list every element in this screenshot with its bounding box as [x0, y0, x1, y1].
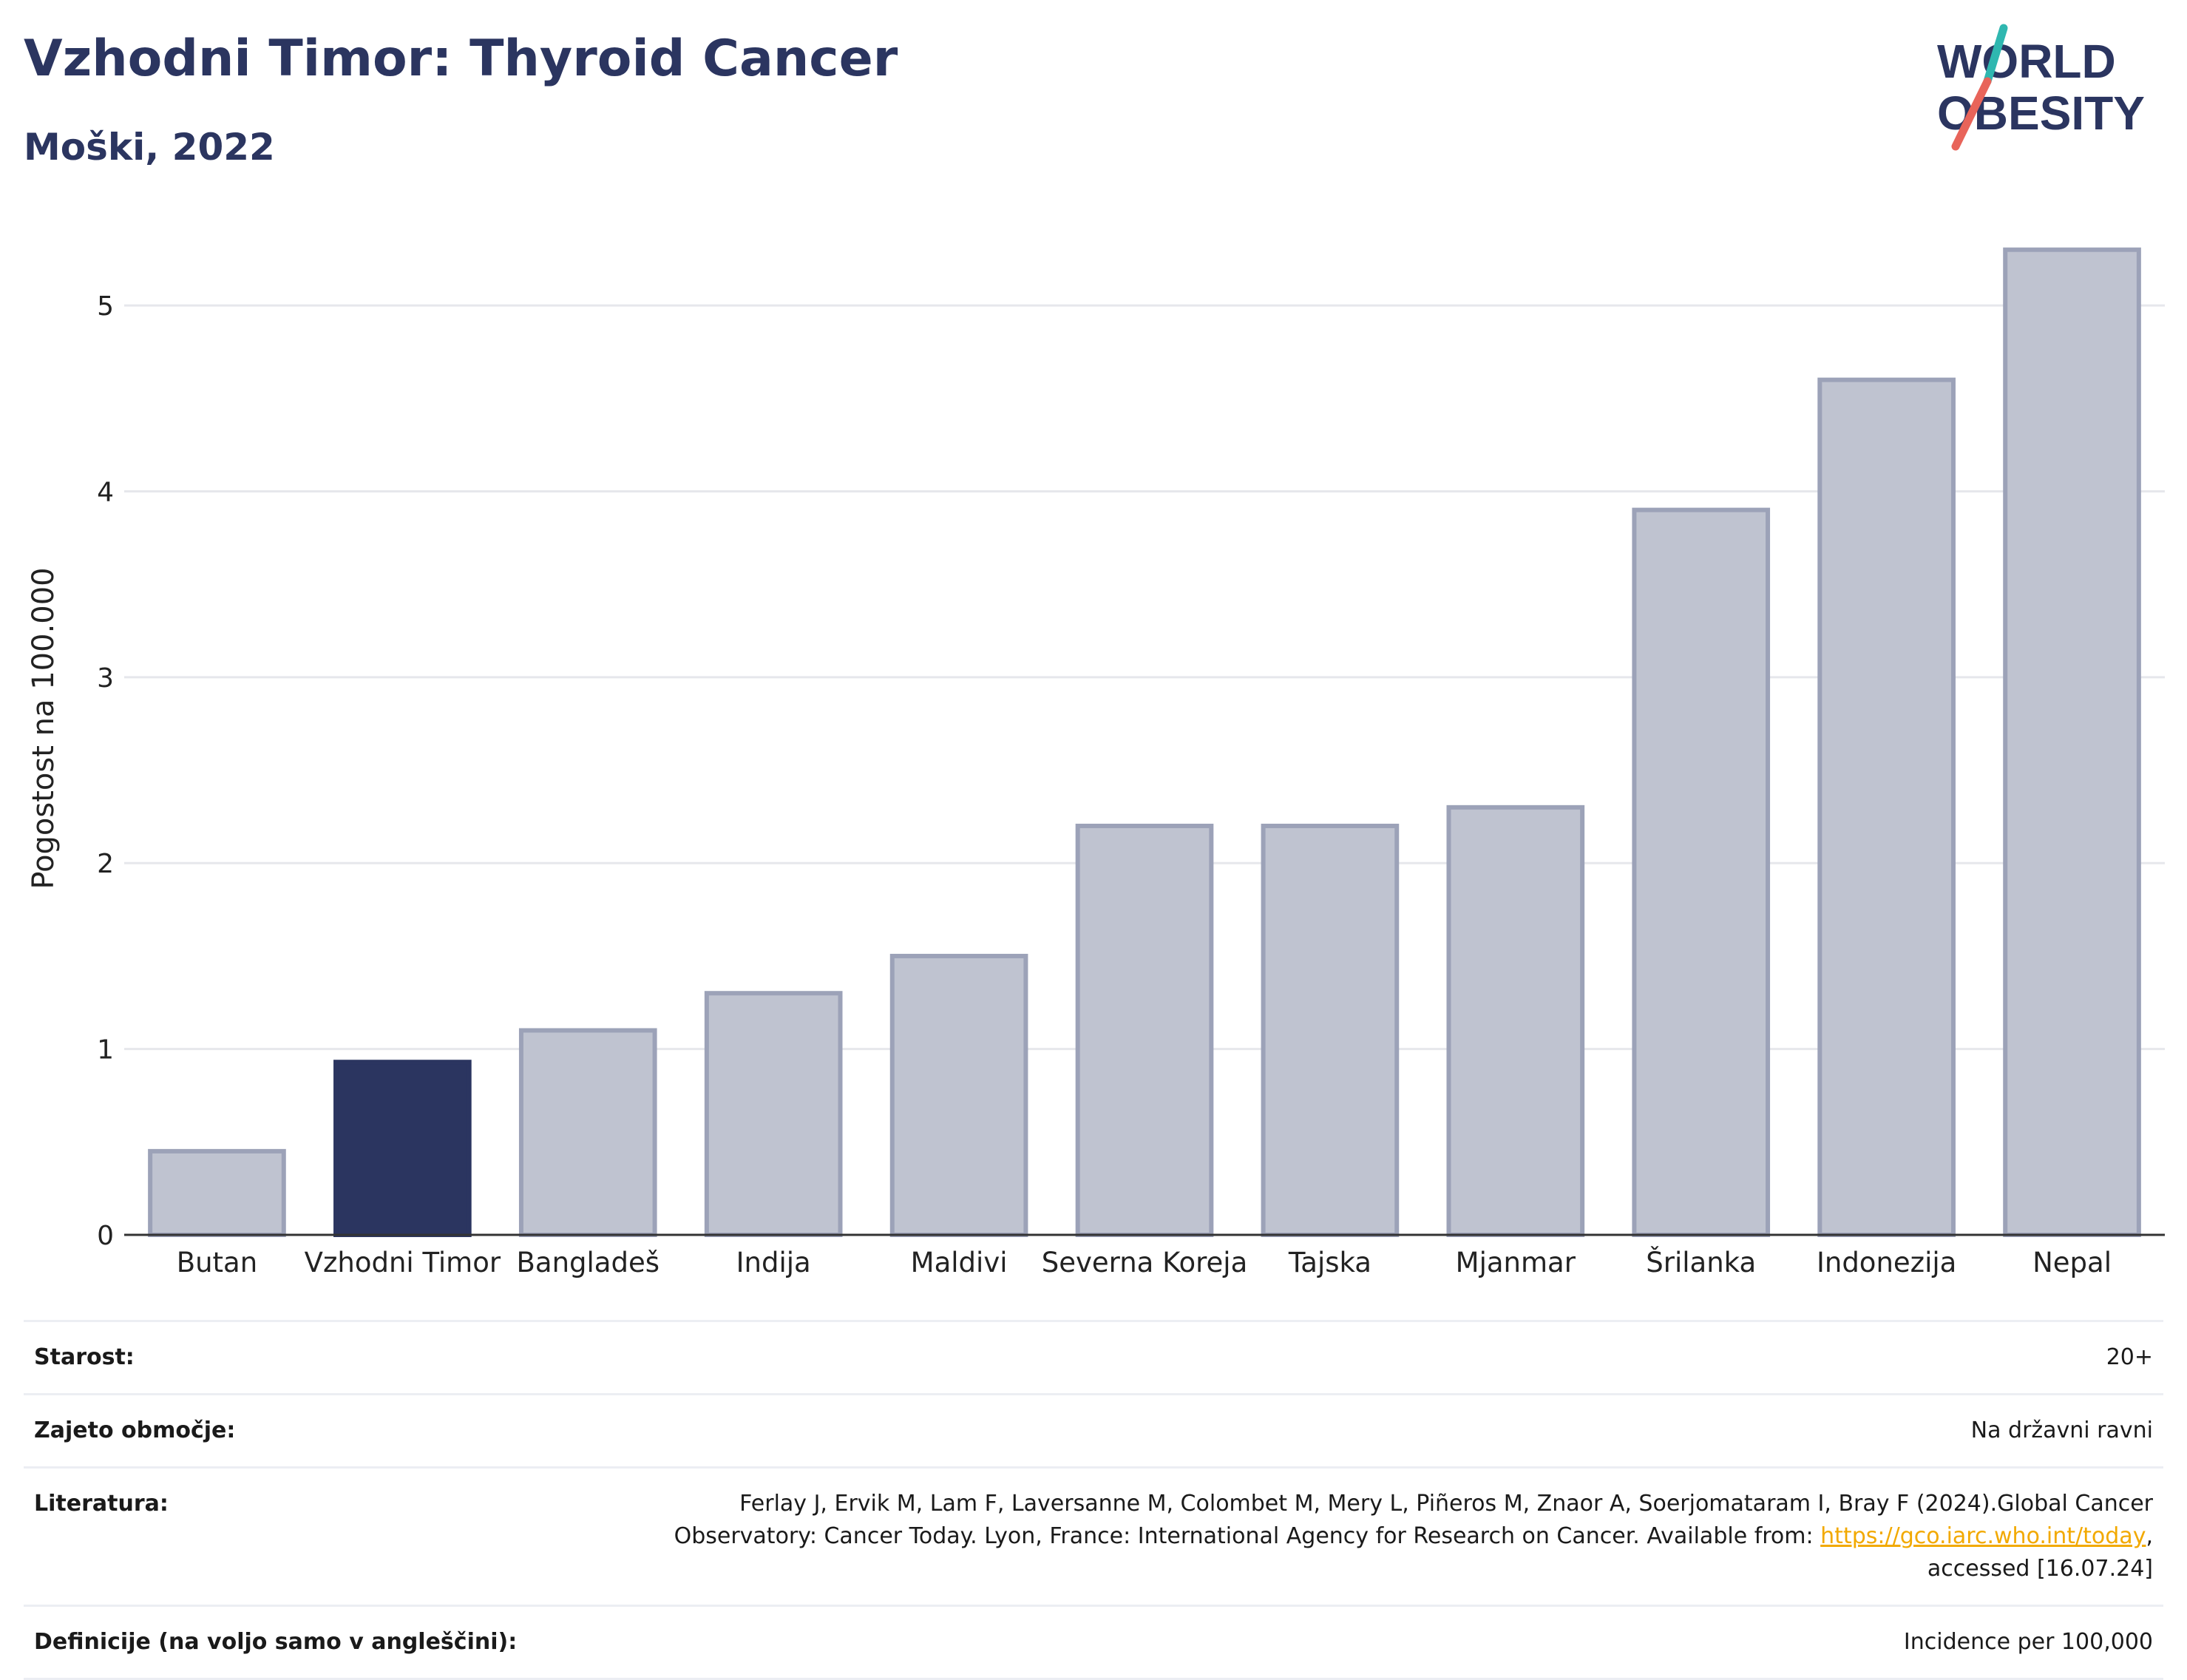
bar-4 — [889, 953, 1028, 1237]
x-tick-label: Nepal — [2032, 1247, 2112, 1278]
x-tick-label: Mjanmar — [1456, 1247, 1576, 1278]
logo-text-world: WORLD — [1937, 35, 2116, 88]
y-tick-label: 4 — [97, 477, 114, 507]
reference-line-1: Ferlay J, Ervik M, Lam F, Laversanne M, … — [739, 1491, 2153, 1517]
info-table: Starost: 20+ Zajeto območje: Na državni … — [24, 1320, 2163, 1680]
info-value-age: 20+ — [2106, 1344, 2153, 1370]
info-row-definitions: Definicije (na voljo samo v angleščini):… — [24, 1605, 2163, 1680]
info-value-definitions: Incidence per 100,000 — [1903, 1629, 2153, 1655]
y-axis-label: Pogostost na 100.000 — [27, 567, 61, 889]
chart-title: Vzhodni Timor: Thyroid Cancer — [24, 30, 898, 88]
info-label-references: Literatura: — [34, 1491, 169, 1517]
x-tick-label: Maldivi — [911, 1247, 1008, 1278]
x-tick-label: Bangladeš — [517, 1247, 660, 1278]
bar-0 — [148, 1148, 286, 1237]
bar-5 — [1075, 823, 1214, 1237]
y-tick-label: 3 — [97, 663, 114, 694]
info-label-age: Starost: — [34, 1344, 135, 1370]
bar-chart: 0 1 2 3 4 5 Butan Vzhodni Timor Bangladeš Indija M… — [27, 247, 2165, 1278]
x-tick-label: Butan — [177, 1247, 257, 1278]
y-tick-label: 2 — [97, 849, 114, 879]
y-tick-label: 0 — [97, 1221, 114, 1251]
x-tick-label: Indija — [736, 1247, 811, 1278]
logo-slash-teal — [1983, 24, 2008, 86]
bar-6 — [1261, 823, 1400, 1237]
bar-8 — [1632, 507, 1771, 1237]
x-tick-label: Vzhodni Timor — [305, 1247, 501, 1278]
bar-2 — [518, 1028, 657, 1237]
y-tick-label: 5 — [97, 291, 114, 322]
y-tick-label: 1 — [97, 1035, 114, 1066]
reference-line-2: Observatory: Cancer Today. Lyon, France:… — [674, 1523, 1821, 1549]
info-row-coverage: Zajeto območje: Na državni ravni — [24, 1393, 2163, 1466]
info-value-references: Ferlay J, Ervik M, Lam F, Laversanne M, … — [674, 1488, 2153, 1585]
x-tick-label: Šrilanka — [1646, 1246, 1756, 1278]
bar-10 — [2003, 247, 2141, 1237]
info-value-coverage: Na državni ravni — [1970, 1418, 2153, 1443]
info-row-age: Starost: 20+ — [24, 1320, 2163, 1393]
bar-7 — [1446, 805, 1585, 1237]
reference-line-2-suffix: , — [2146, 1523, 2153, 1549]
chart-subtitle: Moški, 2022 — [24, 126, 275, 169]
logo-slash-red — [1951, 77, 1992, 151]
x-tick-label: Severna Koreja — [1042, 1247, 1248, 1278]
info-label-definitions: Definicije (na voljo samo v angleščini): — [34, 1629, 518, 1655]
bar-9 — [1817, 377, 1956, 1238]
info-row-references: Literatura: Ferlay J, Ervik M, Lam F, La… — [24, 1466, 2163, 1605]
x-tick-label: Indonezija — [1817, 1247, 1956, 1278]
reference-line-3: accessed [16.07.24] — [1927, 1556, 2153, 1582]
bar-3 — [704, 991, 843, 1238]
reference-link[interactable]: https://gco.iarc.who.int/today — [1820, 1523, 2146, 1549]
x-tick-label: Tajska — [1288, 1247, 1371, 1278]
world-obesity-logo: WORLD OBESITY — [1937, 24, 2145, 151]
bar-1 — [333, 1060, 472, 1238]
info-label-coverage: Zajeto območje: — [34, 1418, 236, 1443]
